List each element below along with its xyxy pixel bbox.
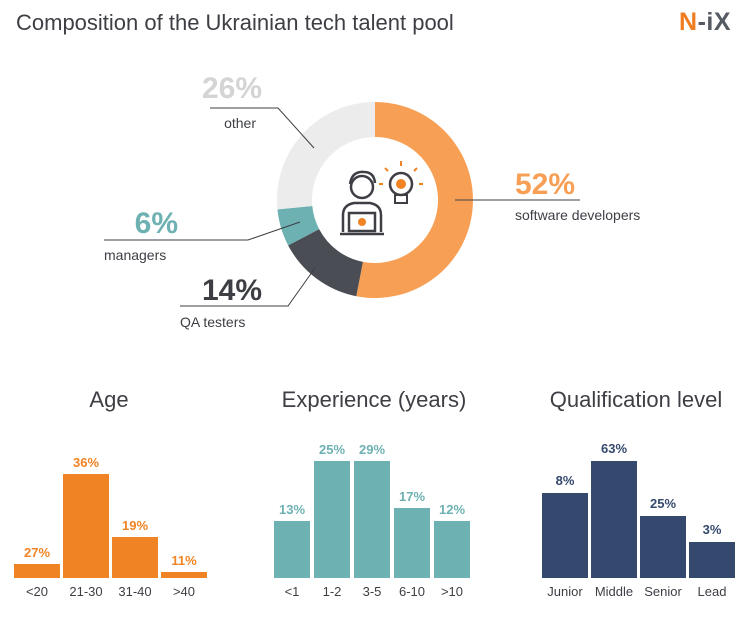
bar-value-label: 17% (399, 489, 425, 504)
donut-value-other: 26% (202, 72, 262, 105)
tick-label: Senior (644, 584, 682, 599)
bar-chart-qualification-level: Qualification level 8% Junior 63% Middle 25% S… (542, 387, 735, 599)
donut-slice-software-developers (356, 102, 473, 298)
bar-value-label: 27% (24, 545, 50, 560)
donut-label-other: other (224, 115, 256, 131)
bar-value-label: 25% (650, 496, 676, 511)
developer-idea-icon (340, 161, 423, 236)
bar-value-label: 13% (279, 502, 305, 517)
donut-chart: 52% software developers 14% QA testers 6% man… (104, 72, 640, 330)
bar-experience-years-1 (314, 461, 350, 578)
bar-qualification-level-3 (689, 542, 735, 578)
chart-title-age: Age (89, 387, 128, 412)
bar-value-label: 8% (556, 473, 575, 488)
bar-value-label: 29% (359, 442, 385, 457)
bar-qualification-level-2 (640, 516, 686, 578)
donut-value-managers: 6% (135, 207, 178, 240)
bar-value-label: 25% (319, 442, 345, 457)
bar-experience-years-0 (274, 521, 310, 578)
tick-label: 1-2 (323, 584, 342, 599)
bar-age-0 (14, 564, 60, 578)
chart-title-qualification-level: Qualification level (550, 387, 722, 412)
bar-value-label: 3% (703, 522, 722, 537)
donut-value-qa-testers: 14% (202, 274, 262, 307)
tick-label: 3-5 (363, 584, 382, 599)
tick-label: >10 (441, 584, 463, 599)
bar-qualification-level-1 (591, 461, 637, 578)
tick-label: <1 (285, 584, 300, 599)
donut-slice-managers (277, 206, 320, 246)
page-title: Composition of the Ukrainian tech talent… (16, 10, 454, 35)
tick-label: <20 (26, 584, 48, 599)
bar-age-3 (161, 572, 207, 578)
bar-value-label: 11% (171, 553, 197, 568)
bar-age-1 (63, 474, 109, 578)
tick-label: >40 (173, 584, 195, 599)
leader-line-other (210, 107, 315, 149)
leader-line-qa-testers (180, 267, 316, 307)
tick-label: Junior (547, 584, 583, 599)
bar-value-label: 36% (73, 455, 99, 470)
bar-charts: Age 27% <20 36% 21-30 19% 31-40 11% >40 Experienc… (14, 387, 735, 599)
tick-label: 31-40 (118, 584, 151, 599)
chart-title-experience-years: Experience (years) (282, 387, 467, 412)
bar-chart-age: Age 27% <20 36% 21-30 19% 31-40 11% >40 (14, 387, 207, 599)
bar-value-label: 19% (122, 518, 148, 533)
donut-label-qa-testers: QA testers (180, 314, 245, 330)
donut-slice-qa-testers (288, 229, 363, 297)
tick-label: 21-30 (69, 584, 102, 599)
donut-value-software-developers: 52% (515, 168, 575, 201)
bar-experience-years-2 (354, 461, 390, 578)
bar-experience-years-3 (394, 508, 430, 578)
bar-chart-experience-years: Experience (years) 13% <1 25% 1-2 29% 3-5 17% 6-… (274, 387, 470, 599)
bar-value-label: 63% (601, 441, 627, 456)
tick-label: 6-10 (399, 584, 425, 599)
bar-value-label: 12% (439, 502, 465, 517)
bar-age-2 (112, 537, 158, 578)
bar-qualification-level-0 (542, 493, 588, 578)
tick-label: Middle (595, 584, 633, 599)
brand-logo: N-iX (679, 8, 732, 36)
bar-experience-years-4 (434, 521, 470, 578)
donut-slice-other (277, 102, 375, 210)
leader-line-managers (104, 221, 301, 241)
donut-label-managers: managers (104, 247, 166, 263)
donut-label-software-developers: software developers (515, 207, 640, 223)
tick-label: Lead (698, 584, 727, 599)
